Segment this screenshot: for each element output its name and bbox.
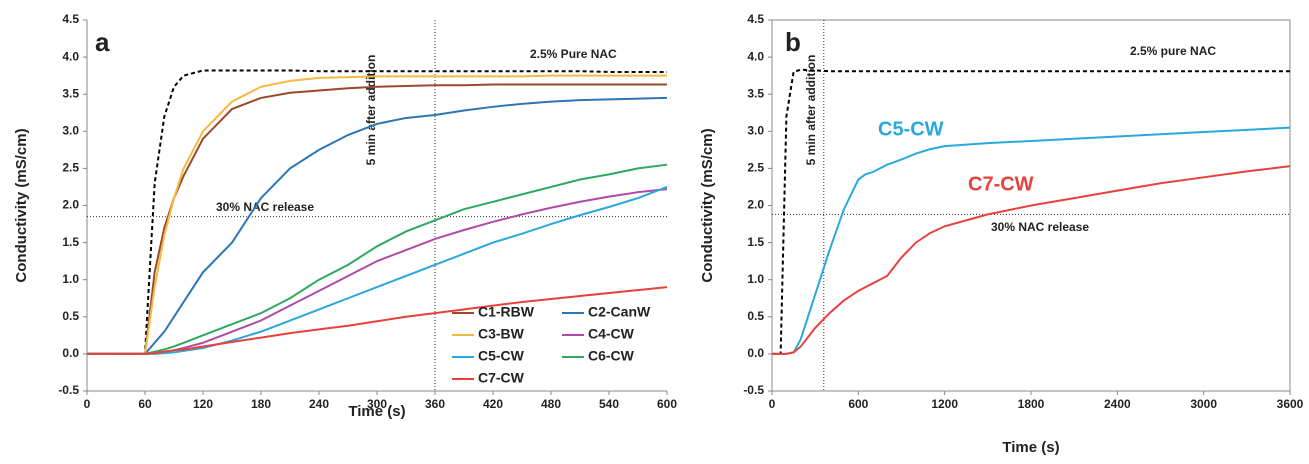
panel-label: a [95, 27, 110, 57]
legend-label: C4-CW [588, 326, 635, 342]
x-tick-label: 180 [251, 397, 271, 411]
y-tick-label: 1.0 [62, 272, 79, 286]
x-tick-label: 3000 [1190, 397, 1217, 411]
x-tick-label: 1200 [931, 397, 958, 411]
series-line [772, 126, 1291, 355]
y-tick-label: 0.0 [747, 346, 764, 360]
y-tick-label: 4.0 [747, 49, 764, 63]
series-line [772, 165, 1291, 355]
x-tick-label: 240 [309, 397, 329, 411]
series-line [87, 163, 668, 355]
y-tick-label: 4.5 [62, 12, 79, 26]
x-tick-label: 600 [848, 397, 868, 411]
y-tick-label: 0.5 [62, 309, 79, 323]
y-tick-label: 2.0 [62, 198, 79, 212]
x-axis-title: Time (s) [348, 403, 405, 420]
reference-label: 30% NAC release [216, 200, 314, 214]
x-tick-label: 420 [483, 397, 503, 411]
legend-label: C5-CW [478, 348, 525, 364]
series-label: 2.5% Pure NAC [530, 47, 617, 61]
x-tick-label: 3600 [1277, 397, 1304, 411]
y-tick-label: 0.0 [62, 346, 79, 360]
series-label: 2.5% pure NAC [1130, 44, 1216, 58]
series-label: C7-CW [968, 173, 1034, 195]
series-line [87, 286, 668, 355]
y-axis-title: Conductivity (mS/cm) [13, 128, 30, 282]
reference-label: 30% NAC release [991, 220, 1089, 234]
legend-label: C1-RBW [478, 304, 535, 320]
series-line [87, 186, 668, 355]
x-tick-label: 300 [367, 397, 387, 411]
y-tick-label: 3.5 [62, 86, 79, 100]
series-line [87, 96, 668, 355]
x-tick-label: 540 [599, 397, 619, 411]
y-tick-label: -0.5 [58, 383, 79, 397]
series-line [87, 74, 667, 355]
series-line [87, 69, 667, 355]
y-tick-label: 2.0 [747, 198, 764, 212]
y-tick-label: 4.0 [62, 49, 79, 63]
y-tick-label: 2.5 [747, 161, 764, 175]
series-label: C5-CW [878, 118, 944, 140]
x-tick-label: 0 [84, 397, 91, 411]
x-tick-label: 360 [425, 397, 445, 411]
y-tick-label: 1.5 [62, 235, 79, 249]
y-tick-label: 3.0 [62, 123, 79, 137]
reference-label: 5 min after addition [804, 55, 818, 166]
x-tick-label: 600 [657, 397, 677, 411]
y-tick-label: -0.5 [743, 383, 764, 397]
legend-label: C2-CanW [588, 304, 651, 320]
y-tick-label: 2.5 [62, 161, 79, 175]
x-tick-label: 60 [138, 397, 152, 411]
x-tick-label: 1800 [1018, 397, 1045, 411]
x-tick-label: 120 [193, 397, 213, 411]
y-tick-label: 0.5 [747, 309, 764, 323]
legend-label: C6-CW [588, 348, 635, 364]
y-tick-label: 4.5 [747, 12, 764, 26]
x-tick-label: 480 [541, 397, 561, 411]
y-tick-label: 3.5 [747, 86, 764, 100]
series-line [87, 188, 668, 355]
legend-label: C3-BW [478, 326, 525, 342]
reference-label: 5 min after addition [364, 55, 378, 166]
x-axis-title: Time (s) [1002, 439, 1059, 456]
y-axis-title: Conductivity (mS/cm) [699, 128, 716, 282]
panel-label: b [785, 27, 801, 57]
y-tick-label: 3.0 [747, 123, 764, 137]
y-tick-label: 1.5 [747, 235, 764, 249]
x-tick-label: 2400 [1104, 397, 1131, 411]
series-line [772, 68, 1290, 355]
y-tick-label: 1.0 [747, 272, 764, 286]
legend-label: C7-CW [478, 370, 525, 386]
x-tick-label: 0 [769, 397, 776, 411]
